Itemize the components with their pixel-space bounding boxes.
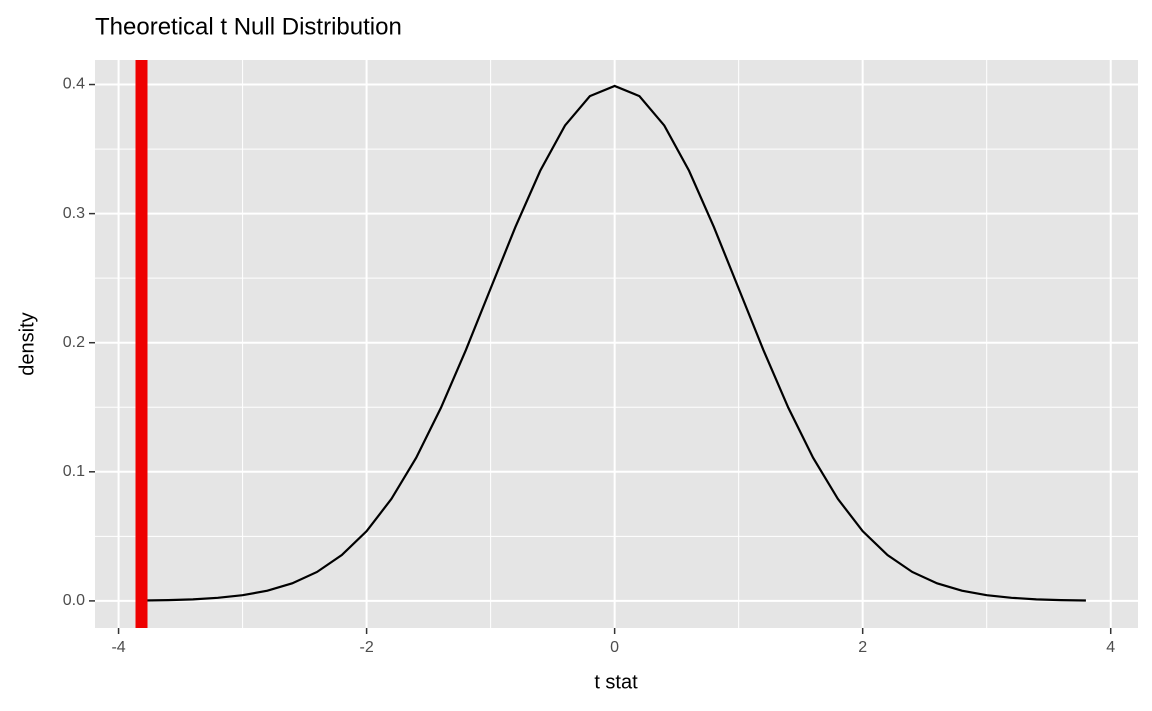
y-tick-label: 0.2 (63, 334, 85, 351)
x-tick-label: 2 (858, 639, 867, 656)
y-tick-label: 0.1 (63, 463, 85, 480)
x-tick-label: -4 (111, 639, 125, 656)
x-tick-label: -2 (359, 639, 373, 656)
y-tick-label: 0.0 (63, 592, 85, 609)
x-axis-title: t stat (594, 671, 638, 693)
y-axis-title: density (16, 312, 38, 375)
y-tick-label: 0.4 (63, 76, 85, 93)
x-tick-label: 4 (1106, 639, 1115, 656)
panel (95, 60, 1138, 628)
x-tick-label: 0 (610, 639, 619, 656)
density-line (143, 84, 1086, 602)
y-tick-label: 0.3 (63, 205, 85, 222)
chart-title: Theoretical t Null Distribution (95, 13, 402, 40)
